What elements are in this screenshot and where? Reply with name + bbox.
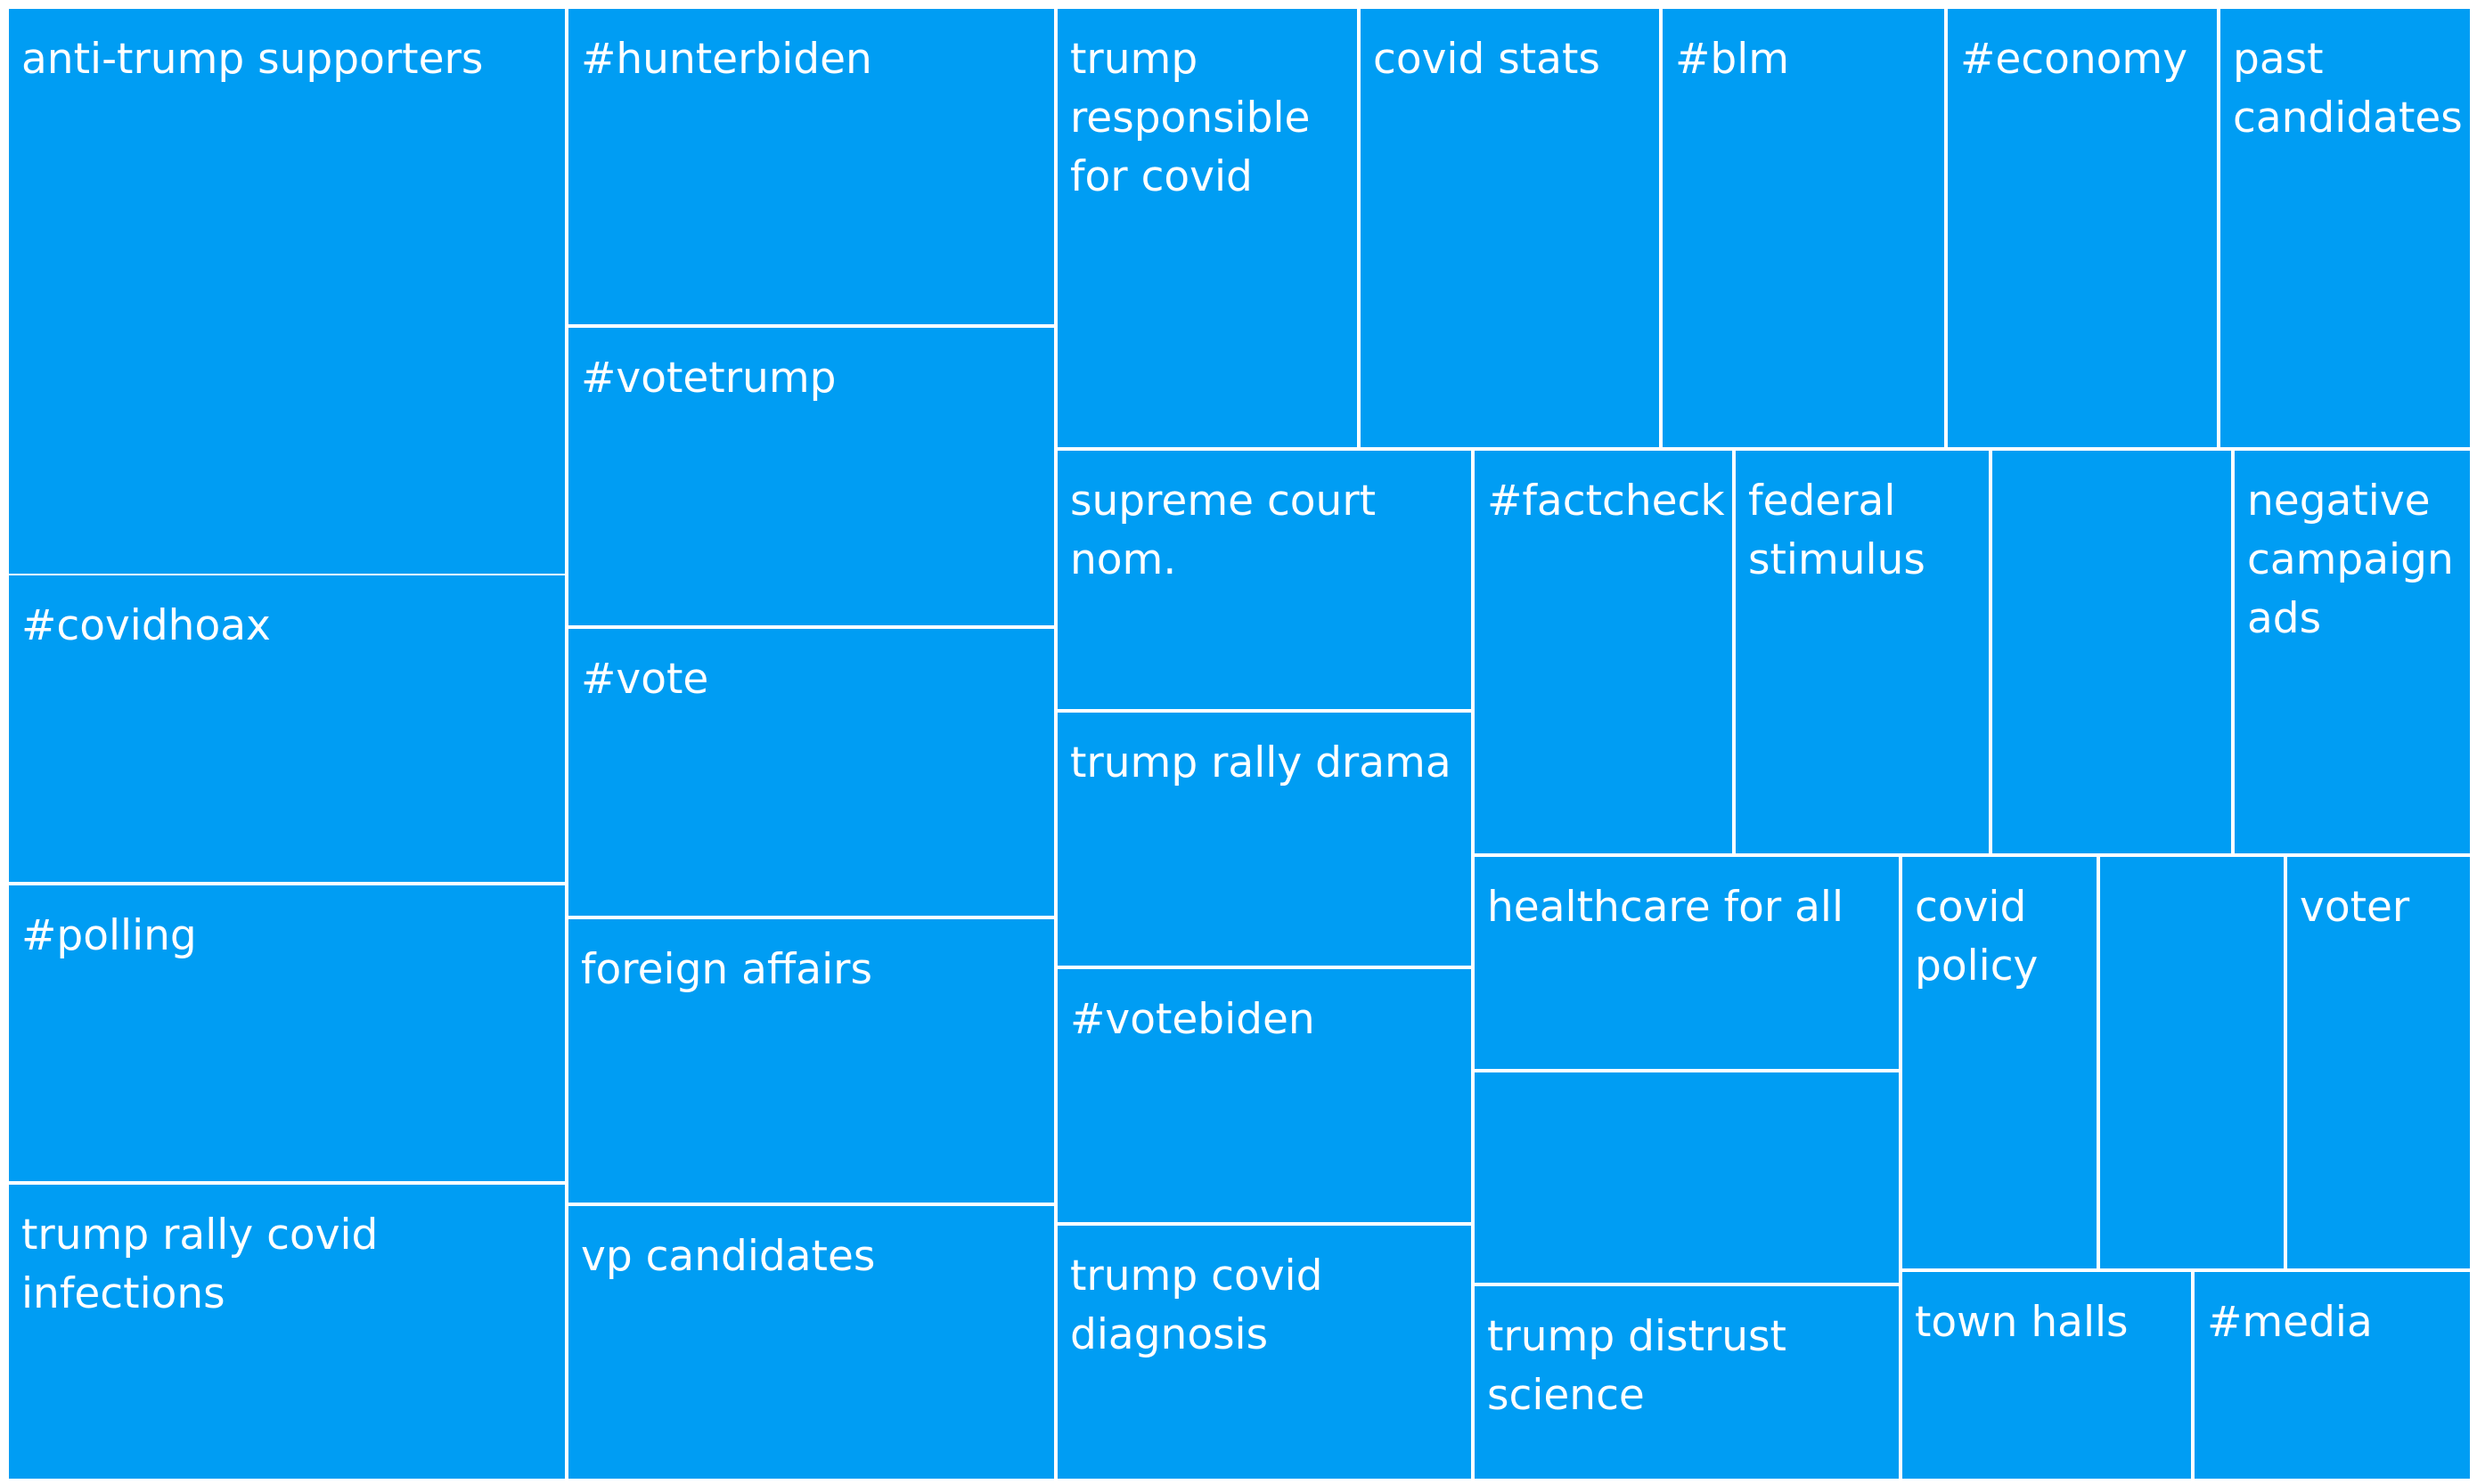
treemap-tile-label: healthcare for all	[1487, 883, 1844, 932]
treemap-tile: #votetrump	[567, 326, 1056, 627]
treemap-tile-label: #media	[2207, 1298, 2373, 1347]
treemap-tile-label: #votetrump	[581, 354, 837, 403]
treemap-tile	[1473, 1071, 1901, 1284]
treemap-tile: negative campaign ads	[2233, 449, 2472, 855]
treemap-tile-label: town halls	[1915, 1298, 2129, 1347]
treemap-tile-label: supreme court nom.	[1070, 477, 1377, 584]
treemap-tile: #blm	[1661, 7, 1946, 449]
treemap-tile-label: #votebiden	[1070, 995, 1315, 1044]
treemap-tile-label: covid policy	[1915, 883, 2039, 991]
treemap-tile	[1991, 449, 2233, 855]
treemap-tile: anti-trump supporters	[7, 7, 567, 575]
treemap-tile-label: trump distrust science	[1487, 1312, 1786, 1420]
treemap-tile	[2098, 855, 2285, 1270]
treemap-tile-label: #polling	[21, 911, 197, 960]
treemap-tile: trump rally covid infections	[7, 1183, 567, 1480]
treemap-tile-label: #factcheck	[1487, 477, 1725, 526]
treemap-tile: vp candidates	[567, 1204, 1056, 1480]
treemap-tile-label: foreign affairs	[581, 945, 872, 994]
treemap-tile-label: #vote	[581, 655, 709, 704]
treemap-tile-label: covid stats	[1373, 35, 1600, 84]
treemap-tile: past candidates	[2219, 7, 2472, 449]
treemap-tile: healthcare for all	[1473, 855, 1901, 1071]
treemap-tile: covid policy	[1901, 855, 2098, 1270]
treemap-tile: supreme court nom.	[1056, 449, 1473, 711]
treemap-tile: town halls	[1901, 1270, 2193, 1480]
treemap-tile: covid stats	[1359, 7, 1661, 449]
treemap-tile: #vote	[567, 627, 1056, 917]
treemap-tile: #factcheck	[1473, 449, 1734, 855]
treemap-tile-label: #hunterbiden	[581, 35, 872, 84]
treemap-tile: trump responsible for covid	[1056, 7, 1359, 449]
treemap-tile: voter	[2285, 855, 2472, 1270]
treemap-tile-label: #blm	[1675, 35, 1790, 84]
treemap-tile-label: trump rally covid infections	[21, 1211, 379, 1318]
treemap-tile: #votebiden	[1056, 967, 1473, 1224]
treemap-tile-label: voter	[2300, 883, 2410, 932]
treemap-tile-label: #covidhoax	[21, 601, 271, 650]
treemap-tile: federal stimulus	[1734, 449, 1991, 855]
treemap-tile: trump covid diagnosis	[1056, 1224, 1473, 1480]
treemap-tile-label: negative campaign ads	[2247, 477, 2454, 643]
treemap-tile: #polling	[7, 884, 567, 1183]
treemap-tile: #media	[2193, 1270, 2472, 1480]
treemap-tile: trump distrust science	[1473, 1284, 1901, 1480]
treemap-tile-label: past candidates	[2233, 35, 2463, 143]
treemap-tile: #covidhoax	[7, 574, 567, 884]
treemap-tile-label: federal stimulus	[1748, 477, 1925, 584]
treemap-tile: trump rally drama	[1056, 711, 1473, 967]
treemap-tile-label: #economy	[1960, 35, 2188, 84]
treemap-tile-label: anti-trump supporters	[21, 35, 484, 84]
treemap-tile: foreign affairs	[567, 917, 1056, 1204]
treemap-tile-label: trump covid diagnosis	[1070, 1252, 1323, 1359]
treemap-tile-label: trump responsible for covid	[1070, 35, 1311, 201]
treemap-tile-label: trump rally drama	[1070, 738, 1451, 787]
treemap-tile-label: vp candidates	[581, 1232, 876, 1281]
treemap-tile: #hunterbiden	[567, 7, 1056, 326]
treemap-tile: #economy	[1946, 7, 2219, 449]
